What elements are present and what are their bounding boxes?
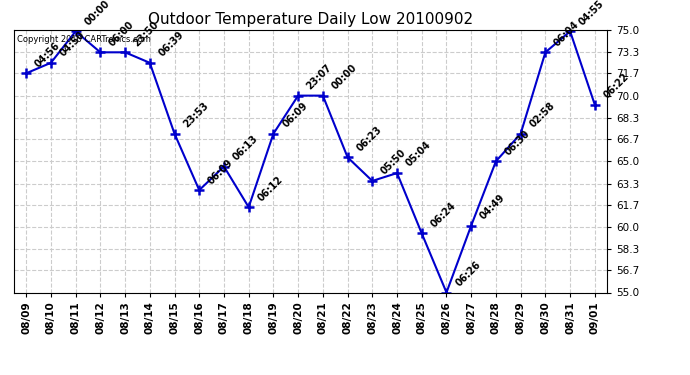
Text: 23:53: 23:53: [181, 100, 210, 129]
Text: 00:00: 00:00: [83, 0, 112, 27]
Text: 06:30: 06:30: [503, 128, 532, 157]
Text: 06:22: 06:22: [602, 72, 631, 100]
Text: 04:50: 04:50: [58, 30, 87, 58]
Text: 06:23: 06:23: [355, 124, 384, 153]
Text: 06:12: 06:12: [255, 174, 284, 203]
Text: 00:00: 00:00: [330, 63, 359, 92]
Text: 06:39: 06:39: [157, 30, 186, 58]
Text: 06:13: 06:13: [231, 134, 260, 162]
Text: 06:00: 06:00: [107, 19, 136, 48]
Text: 06:04: 06:04: [552, 19, 581, 48]
Text: 06:09: 06:09: [280, 100, 309, 129]
Text: 23:50: 23:50: [132, 19, 161, 48]
Text: 05:50: 05:50: [380, 148, 408, 177]
Text: 23:07: 23:07: [305, 63, 334, 92]
Text: 06:09: 06:09: [206, 157, 235, 186]
Text: 04:56: 04:56: [33, 40, 62, 69]
Text: Copyright 2010 CARTronics.com: Copyright 2010 CARTronics.com: [17, 35, 150, 44]
Title: Outdoor Temperature Daily Low 20100902: Outdoor Temperature Daily Low 20100902: [148, 12, 473, 27]
Text: 05:04: 05:04: [404, 140, 433, 169]
Text: 06:26: 06:26: [453, 260, 482, 288]
Text: 06:24: 06:24: [428, 200, 457, 229]
Text: 02:58: 02:58: [528, 100, 557, 129]
Text: 04:55: 04:55: [577, 0, 606, 27]
Text: 04:49: 04:49: [478, 192, 507, 221]
